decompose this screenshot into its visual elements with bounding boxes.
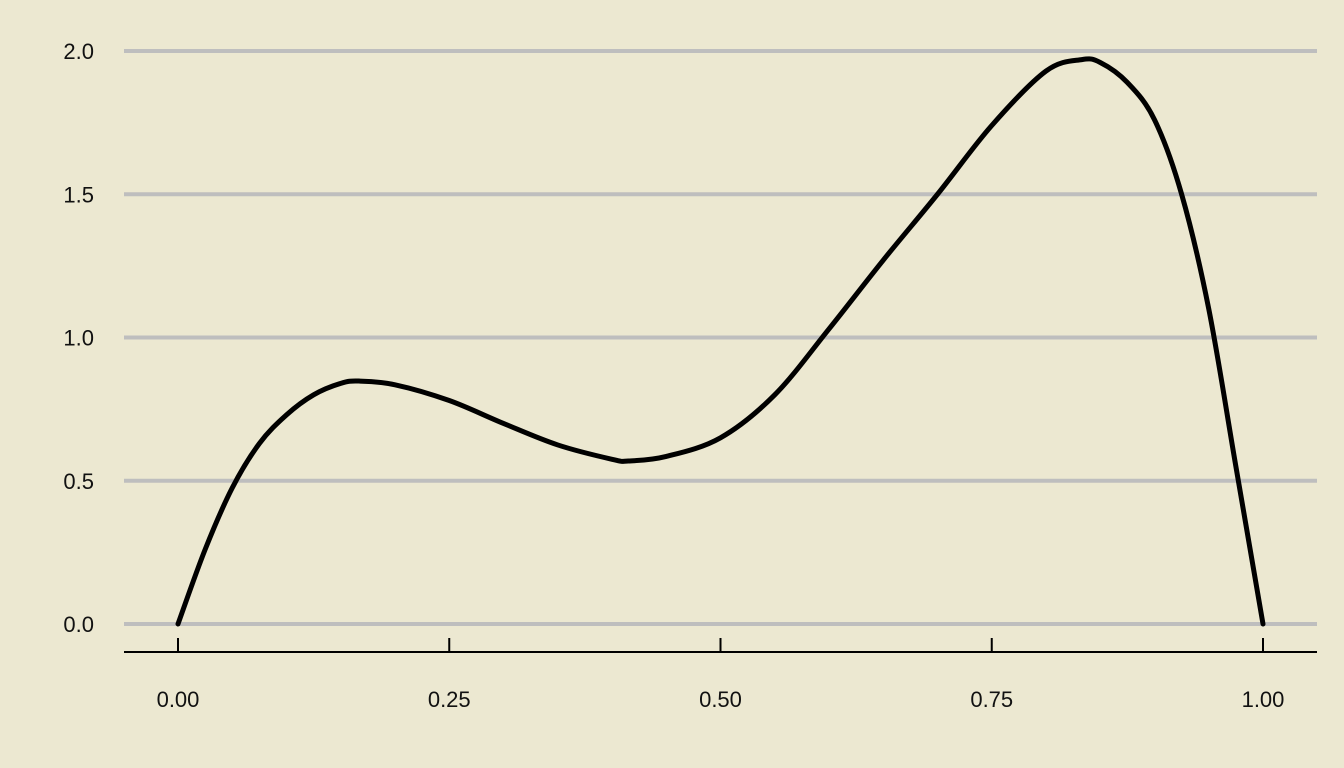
x-tick-label: 0.00	[157, 687, 200, 712]
x-tick-label: 1.00	[1242, 687, 1285, 712]
y-tick-label: 1.0	[63, 326, 94, 351]
x-tick-label: 0.50	[699, 687, 742, 712]
series-line	[175, 56, 1266, 627]
x-tick-label: 0.75	[970, 687, 1013, 712]
x-tick-label: 0.25	[428, 687, 471, 712]
y-tick-label: 2.0	[63, 39, 94, 64]
y-tick-label: 1.5	[63, 182, 94, 207]
y-tick-label: 0.5	[63, 469, 94, 494]
y-tick-label: 0.0	[63, 612, 94, 637]
